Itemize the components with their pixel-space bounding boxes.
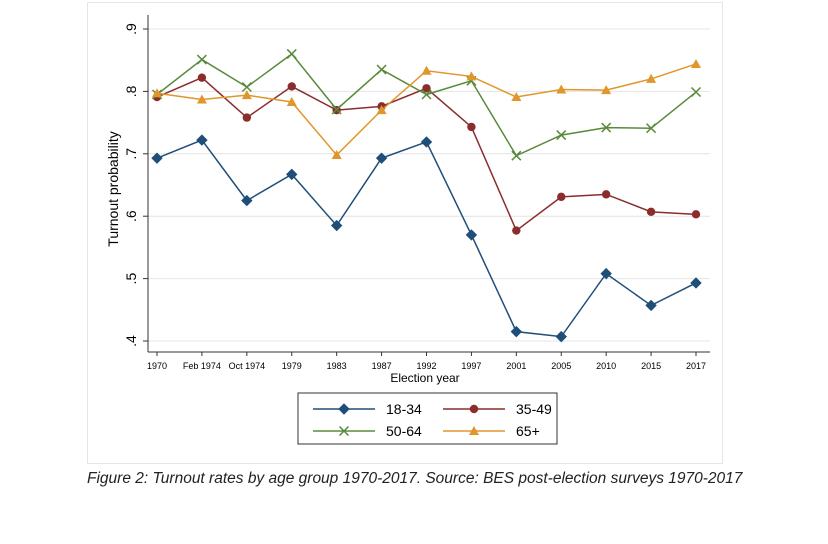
data-point-65+ (286, 97, 297, 107)
series-layer (151, 48, 702, 343)
legend-item-50-64: 50-64 (313, 423, 422, 439)
data-point-65+ (466, 71, 477, 81)
data-point-50-64 (646, 123, 657, 134)
x-tick-label: 1979 (282, 361, 302, 371)
legend-label: 35-49 (516, 401, 552, 417)
legend-marker (469, 404, 479, 414)
data-point-18-34 (286, 168, 298, 181)
x-tick-label: 1997 (461, 361, 481, 371)
y-axis-title: Turnout probability (105, 131, 121, 246)
data-point-65+ (556, 84, 567, 94)
data-point-35-49 (242, 113, 252, 122)
data-point-50-64 (601, 122, 612, 133)
legend-box (297, 392, 558, 445)
legend-label: 18-34 (386, 401, 422, 417)
data-point-35-49 (287, 82, 296, 91)
data-point-18-34 (600, 267, 612, 280)
data-point-18-34 (510, 325, 523, 338)
data-point-35-49 (422, 84, 431, 93)
legend-marker (338, 403, 350, 415)
data-point-65+ (152, 88, 162, 98)
figure-caption: Figure 2: Turnout rates by age group 197… (87, 470, 743, 487)
line-chart: .4 .5 .6 .7 .8 .9 1970 Feb 1974 Oct 1974 1979 1983… (105, 15, 710, 445)
data-point-35-49 (646, 207, 656, 217)
x-axis-title: Election year (390, 371, 459, 385)
data-point-18-34 (330, 219, 343, 232)
data-point-35-49 (691, 210, 701, 219)
data-point-35-49 (512, 226, 521, 235)
data-point-18-34 (645, 299, 657, 312)
data-point-50-64 (241, 82, 252, 93)
data-point-50-64 (556, 130, 567, 141)
data-point-50-64 (690, 86, 702, 98)
y-tick-label: .6 (123, 210, 139, 222)
data-point-18-34 (555, 330, 567, 343)
data-point-35-49 (601, 190, 611, 199)
data-point-18-34 (465, 229, 478, 241)
legend: 18-34 35-49 50-64 65+ (297, 392, 558, 445)
x-tick-label: 2015 (641, 361, 661, 371)
legend-label: 65+ (516, 423, 540, 439)
x-tick-label: 1987 (372, 361, 392, 371)
data-point-18-34 (151, 152, 163, 164)
data-point-65+ (376, 105, 387, 115)
data-point-35-49 (197, 73, 207, 82)
x-tick-label: 2010 (596, 361, 616, 371)
x-tick-label: 1992 (416, 361, 436, 371)
data-point-65+ (601, 85, 612, 95)
x-tick-label: 2001 (506, 361, 526, 371)
data-point-65+ (421, 65, 432, 75)
legend-marker (469, 426, 479, 435)
x-tick-label: 1983 (327, 361, 347, 371)
x-tick-label: 1970 (147, 361, 167, 371)
data-point-65+ (241, 90, 252, 100)
legend-item-18-34: 18-34 (313, 401, 422, 417)
data-point-35-49 (467, 122, 476, 132)
y-tick-label: .4 (123, 335, 139, 347)
x-tick-label: 2017 (686, 361, 706, 371)
x-tick-label: Oct 1974 (229, 361, 266, 371)
series-line-18-34 (156, 139, 697, 338)
x-tick-label: Feb 1974 (183, 361, 221, 371)
data-point-18-34 (690, 277, 702, 289)
data-point-65+ (691, 58, 701, 68)
gridlines (148, 28, 710, 342)
legend-item-65+: 65+ (443, 423, 540, 439)
data-point-18-34 (375, 152, 388, 164)
data-point-50-64 (331, 104, 342, 115)
y-tick-label: .9 (123, 23, 139, 35)
data-point-65+ (331, 150, 342, 160)
series-65+ (152, 58, 701, 160)
series-50-64 (151, 48, 702, 161)
y-tick-label: .7 (123, 148, 139, 160)
data-point-18-34 (241, 194, 253, 207)
series-18-34 (151, 134, 702, 343)
x-tick-label: 2005 (551, 361, 571, 371)
data-point-35-49 (557, 192, 566, 202)
data-point-50-64 (421, 89, 432, 100)
legend-marker (338, 425, 350, 437)
data-point-50-64 (511, 150, 522, 161)
y-tick-label: .8 (123, 85, 139, 97)
data-point-18-34 (196, 134, 208, 146)
data-point-50-64 (376, 64, 387, 75)
chart-panel: .4 .5 .6 .7 .8 .9 1970 Feb 1974 Oct 1974 1979 1983… (87, 2, 723, 464)
data-point-65+ (646, 73, 657, 83)
legend-item-35-49: 35-49 (443, 401, 552, 417)
data-point-18-34 (420, 136, 433, 148)
y-tick-label: .5 (123, 273, 139, 285)
axes: .4 .5 .6 .7 .8 .9 1970 Feb 1974 Oct 1974 1979 1983… (123, 15, 710, 371)
data-point-65+ (196, 94, 207, 104)
data-point-50-64 (196, 54, 207, 65)
data-point-50-64 (286, 48, 297, 59)
data-point-65+ (511, 92, 522, 102)
legend-label: 50-64 (386, 423, 422, 439)
